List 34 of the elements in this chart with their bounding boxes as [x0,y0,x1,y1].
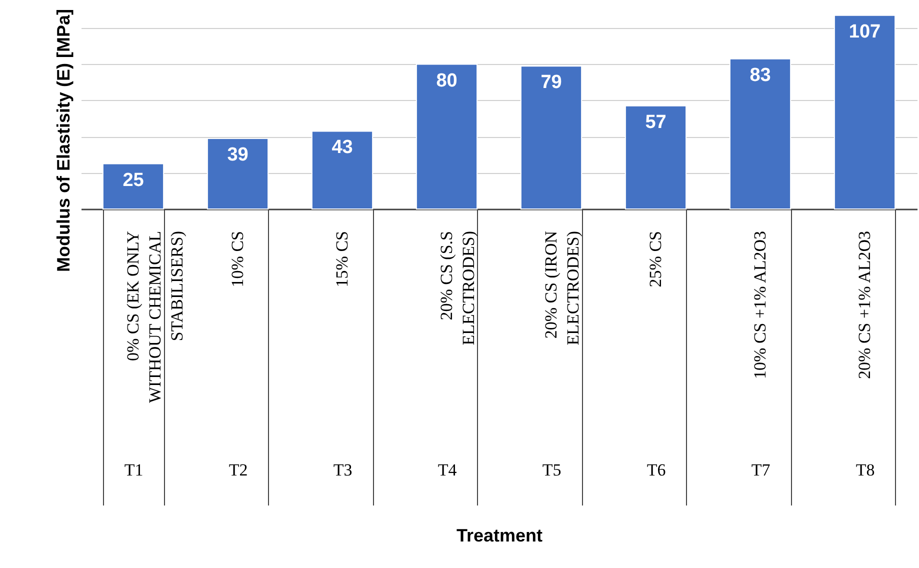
text: 20% CS +1% AL2O3 [854,231,874,379]
data-label: 25 [122,170,144,191]
x-tick-label: T7 [751,460,771,480]
text: 10% CS [228,231,247,288]
bar [416,64,478,210]
bar [624,105,687,210]
x-tick-label: T2 [228,460,248,480]
text: 0% CS (EK ONLY WITHOUT CHEMICAL STABILISERS) [123,231,186,404]
y-axis-title: Modulus of Elastisity (E) [MPa] [54,8,74,272]
text: 15% CS [332,231,352,288]
x-tick-label: T4 [438,460,458,480]
bar [102,163,164,210]
data-label: 79 [540,72,562,94]
data-label: 39 [227,144,248,166]
text: 20% CS (IRON ELECTRODES) [541,231,582,346]
text: 10% CS +1% AL2O3 [750,231,770,379]
x-tick-label: T6 [646,460,666,480]
x-tick-label: T8 [856,460,875,480]
x-tick-label: T3 [333,460,352,480]
bar [520,66,582,210]
bar [206,138,269,210]
bar [729,58,792,210]
text: 25% CS [646,231,665,288]
x-axis-title: Treatment [456,526,543,546]
data-label: 107 [848,21,881,42]
x-tick-label: T1 [124,460,144,480]
text: 20% CS (S.S ELECTRODES) [436,231,478,346]
data-label: 80 [436,70,458,92]
data-label: 57 [645,112,666,133]
bar [834,14,896,210]
bar [311,130,374,210]
data-label: 83 [750,64,771,86]
data-label: 43 [332,137,353,158]
x-tick-label: T5 [542,460,562,480]
